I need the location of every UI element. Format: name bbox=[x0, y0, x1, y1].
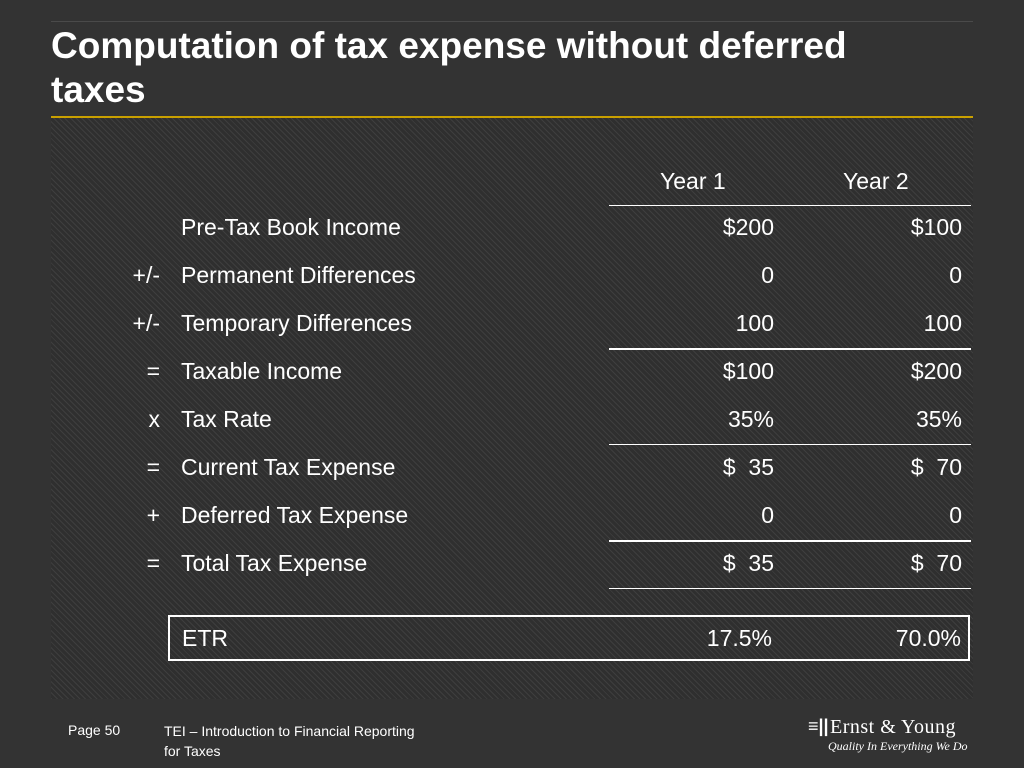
row-operator: = bbox=[146, 454, 160, 480]
table-row: = Total Tax Expense $ 35 $ 70 bbox=[0, 549, 1024, 577]
subtotal-rule bbox=[609, 444, 971, 445]
table-row: Pre-Tax Book Income $200 $100 bbox=[0, 213, 1024, 241]
row-value-year-1: $200 bbox=[722, 214, 774, 240]
row-label: Taxable Income bbox=[181, 358, 343, 384]
footer-text: TEI – Introduction to Financial Reportin… bbox=[164, 723, 415, 759]
row-value-year-2: 0 bbox=[949, 502, 962, 528]
row-value-year-2: 100 bbox=[923, 310, 962, 336]
row-label: Permanent Differences bbox=[181, 262, 416, 288]
header-rule bbox=[609, 205, 971, 206]
table-row: = Taxable Income $100 $200 bbox=[0, 357, 1024, 385]
table-row: +/- Temporary Differences 100 100 bbox=[0, 309, 1024, 337]
etr-value-year-2: 70.0% bbox=[895, 625, 961, 651]
row-label: Pre-Tax Book Income bbox=[181, 214, 401, 240]
row-label: Current Tax Expense bbox=[181, 454, 396, 480]
subtotal-rule bbox=[609, 348, 971, 350]
company-logo: ≡|| Ernst & Young Quality In Everything … bbox=[808, 714, 978, 758]
row-label: Tax Rate bbox=[181, 406, 272, 432]
logo-mark-icon: ≡|| bbox=[808, 716, 829, 736]
row-value-year-2: 0 bbox=[949, 262, 962, 288]
row-value-year-1: 0 bbox=[761, 262, 774, 288]
row-operator: +/- bbox=[132, 262, 160, 288]
table-row: + Deferred Tax Expense 0 0 bbox=[0, 501, 1024, 529]
row-label: Deferred Tax Expense bbox=[181, 502, 409, 528]
etr-box: ETR 17.5% 70.0% bbox=[168, 615, 970, 661]
column-header-year-2: Year 2 bbox=[843, 168, 909, 194]
row-value-year-1: $ 35 bbox=[722, 454, 774, 480]
slide-title: Computation of tax expense without defer… bbox=[51, 25, 847, 110]
row-value-year-1: 35% bbox=[727, 406, 774, 432]
row-label: Temporary Differences bbox=[181, 310, 412, 336]
table-row: = Current Tax Expense $ 35 $ 70 bbox=[0, 453, 1024, 481]
table-row: +/- Permanent Differences 0 0 bbox=[0, 261, 1024, 289]
row-value-year-1: 100 bbox=[735, 310, 774, 336]
title-rule bbox=[51, 116, 973, 118]
row-operator: = bbox=[146, 358, 160, 384]
total-rule bbox=[609, 588, 971, 589]
row-value-year-2: $ 70 bbox=[910, 550, 962, 576]
row-value-year-2: 35% bbox=[915, 406, 962, 432]
row-operator: +/- bbox=[132, 310, 160, 336]
row-value-year-2: $100 bbox=[910, 214, 962, 240]
row-value-year-2: $ 70 bbox=[910, 454, 962, 480]
row-operator: = bbox=[146, 550, 160, 576]
row-operator: + bbox=[146, 502, 160, 528]
row-operator: x bbox=[148, 406, 161, 432]
logo-name: Ernst & Young bbox=[830, 716, 956, 738]
subtotal-rule bbox=[609, 540, 971, 542]
top-rule bbox=[51, 21, 973, 22]
row-label: Total Tax Expense bbox=[181, 550, 368, 576]
column-header-year-1: Year 1 bbox=[660, 168, 726, 194]
etr-label: ETR bbox=[182, 625, 228, 651]
row-value-year-1: $ 35 bbox=[722, 550, 774, 576]
row-value-year-1: $100 bbox=[722, 358, 774, 384]
logo-tagline: Quality In Everything We Do bbox=[828, 739, 968, 753]
row-value-year-1: 0 bbox=[761, 502, 774, 528]
row-value-year-2: $200 bbox=[910, 358, 962, 384]
page-number: Page 50 bbox=[68, 722, 121, 738]
content-panel bbox=[51, 118, 973, 699]
etr-value-year-1: 17.5% bbox=[706, 625, 772, 651]
table-row: x Tax Rate 35% 35% bbox=[0, 405, 1024, 433]
